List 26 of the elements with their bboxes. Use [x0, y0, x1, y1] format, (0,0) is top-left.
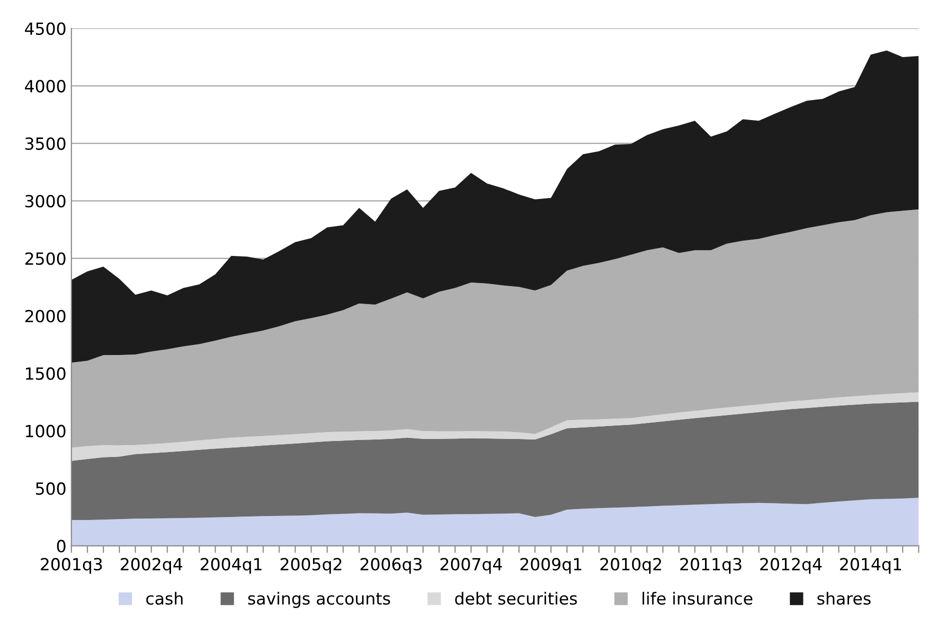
y-tick-label: 3500: [25, 137, 66, 150]
legend-label: cash: [146, 592, 183, 605]
y-tick-label: 4500: [24, 22, 66, 35]
x-tick-label: 2012q4: [760, 558, 822, 574]
x-tick-label: 2001q3: [40, 558, 102, 574]
x-tick-label: 2006q3: [360, 558, 422, 574]
y-tick-label: 3000: [25, 194, 66, 208]
legend-label: debt securities: [455, 592, 577, 605]
y-tick-label: 500: [36, 482, 66, 495]
legend-label: savings accounts: [248, 592, 390, 608]
y-tick-label: 2000: [25, 310, 66, 322]
x-tick-label: 2009q1: [520, 558, 582, 574]
x-tick-label: 2007q4: [440, 558, 502, 574]
y-tick-label: 2500: [25, 252, 66, 265]
y-tick-label: 1500: [26, 367, 66, 380]
legend-label: life insurance: [642, 592, 752, 605]
x-tick-label: 2005q2: [280, 558, 342, 574]
x-tick-label: 2011q3: [680, 558, 742, 574]
y-tick-label: 1000: [26, 424, 66, 438]
y-tick-label: 0: [57, 540, 66, 552]
x-tick-label: 2002q4: [120, 558, 182, 574]
y-tick-label: 4000: [24, 80, 66, 92]
legend-label: shares: [817, 592, 871, 605]
x-tick-label: 2014q1: [840, 558, 901, 574]
x-tick-label: 2010q2: [600, 558, 662, 574]
x-tick-label: 2004q1: [200, 558, 262, 574]
